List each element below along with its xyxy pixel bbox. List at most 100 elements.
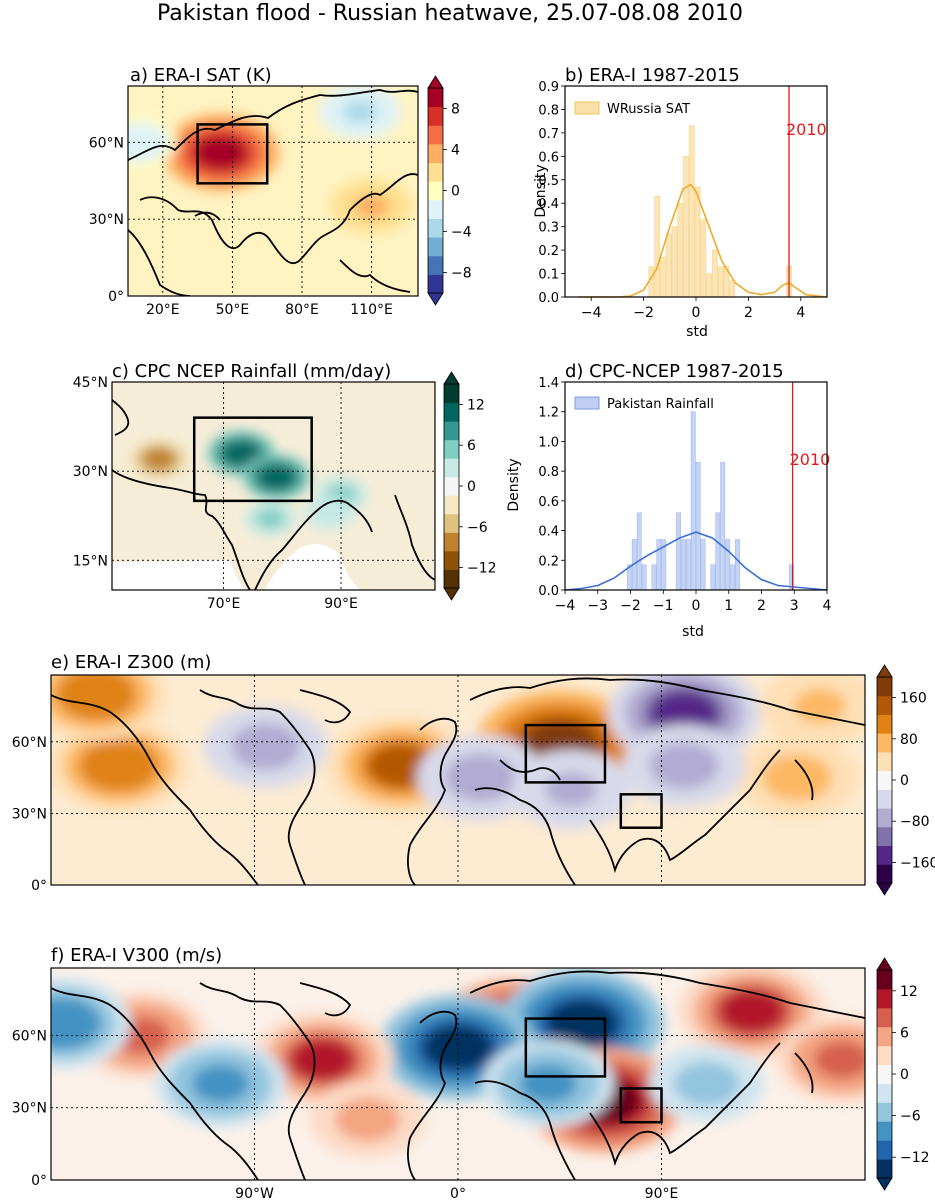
anomaly-f-5-level-3 bbox=[719, 989, 785, 1033]
coastline-e-west-america bbox=[51, 694, 259, 885]
panel-d-title: d) CPC-NCEP 1987-2015 bbox=[565, 361, 784, 382]
colorbar-e-tick-4: −160 bbox=[900, 855, 935, 871]
anomaly-e-9-level-3 bbox=[65, 675, 127, 715]
lon-tick-a-2: 80°E bbox=[285, 302, 319, 318]
anomaly-a-0-level-3 bbox=[195, 135, 247, 170]
hist-b-2010-label: 2010 bbox=[786, 120, 827, 139]
panel-c-rainfall-map: c) CPC NCEP Rainfall (mm/day) 45°N 30°N 15… bbox=[73, 361, 497, 612]
hist-d-ytick-7: 1.4 bbox=[538, 376, 559, 391]
colorbar-c-segment-1 bbox=[444, 550, 459, 570]
colorbar-a-segment-1 bbox=[428, 255, 443, 275]
anomaly-f-12-level-3 bbox=[342, 1102, 393, 1137]
hist-b-bar-1 bbox=[654, 195, 661, 298]
hist-b-bar-5 bbox=[677, 202, 684, 298]
anomaly-e-4-level-3 bbox=[650, 690, 718, 736]
anomaly-a-3-level-3 bbox=[128, 131, 157, 154]
hist-d-bar-8 bbox=[680, 539, 686, 591]
colorbar-a-tick-1: 4 bbox=[451, 143, 460, 159]
hist-d-xtick-2: −2 bbox=[620, 598, 641, 614]
coastline-f-greenland bbox=[299, 982, 352, 1017]
coastline-f-west-america bbox=[51, 987, 259, 1180]
colorbar-e-segment-1 bbox=[877, 845, 892, 865]
hist-d-xtick-3: −1 bbox=[653, 598, 674, 614]
colorbar-f-tick-3: −6 bbox=[900, 1109, 921, 1125]
hist-b-bar-8 bbox=[694, 186, 701, 298]
region-box-west-russia bbox=[196, 123, 269, 185]
region-box-pakistan bbox=[192, 416, 313, 503]
colorbar-f-tick-2: 0 bbox=[900, 1067, 909, 1083]
anomaly-c-4-level-3 bbox=[145, 450, 173, 469]
anomaly-c-1-level-3 bbox=[261, 467, 292, 487]
colorbar-e-tick-0: 160 bbox=[900, 691, 927, 707]
hist-d-bar-12 bbox=[700, 539, 706, 591]
hist-b-bar-14 bbox=[729, 280, 736, 298]
panel-b-ylabel: Density bbox=[533, 164, 549, 217]
hist-d-bar-18 bbox=[734, 539, 740, 591]
colorbar-e-arrow-top bbox=[876, 664, 893, 678]
panel-d-histogram: d) CPC-NCEP 1987-2015 2010 Pakistan Rainf… bbox=[506, 361, 832, 640]
colorbar-e-tick-1: 80 bbox=[900, 732, 918, 748]
map-c-ocean-arabian bbox=[112, 560, 246, 590]
colorbar-c-arrow-bottom bbox=[443, 587, 460, 601]
coastline-e-north-eurasia bbox=[469, 677, 865, 726]
hist-b-bar-9 bbox=[700, 219, 707, 298]
colorbar-a-segment-9 bbox=[428, 106, 443, 126]
colorbar-c-tick-4: −12 bbox=[467, 561, 497, 577]
lat-tick-e-0: 60°N bbox=[12, 735, 47, 751]
colorbar-c-tick-1: 6 bbox=[467, 438, 476, 454]
lat-tick-e-1: 30°N bbox=[12, 806, 47, 822]
anomaly-f-7-level-3 bbox=[51, 1003, 93, 1044]
coastline-e-east-america bbox=[199, 689, 316, 885]
colorbar-f-segment-0 bbox=[877, 1159, 892, 1179]
lat-tick-a-0: 60°N bbox=[89, 135, 124, 151]
hist-d-bar-3 bbox=[641, 564, 647, 591]
coastline-e-mediterranean bbox=[499, 759, 561, 781]
hist-d-xtick-6: 2 bbox=[757, 598, 766, 614]
panel-a-sat-map: a) ERA-I SAT (K) 60°N 30°N 0° 20°E 50°E 80°E… bbox=[89, 65, 472, 318]
hist-b-bar-10 bbox=[706, 273, 712, 298]
coastline-c-caspian bbox=[112, 399, 130, 436]
colorbar-f-tick-1: 6 bbox=[900, 1025, 909, 1041]
hist-b-ytick-2: 0.2 bbox=[538, 244, 559, 259]
coastline-a-south bbox=[139, 173, 418, 265]
colorbar-e-segment-4 bbox=[877, 789, 892, 809]
colorbar-e-segment-2 bbox=[877, 826, 892, 847]
colorbar-c-segment-3 bbox=[444, 513, 459, 533]
lat-tick-f-1: 30°N bbox=[12, 1101, 47, 1117]
anomaly-c-3-level-3 bbox=[259, 511, 282, 527]
anomaly-a-2-level-3 bbox=[342, 99, 378, 124]
hist-b-xtick-1: −2 bbox=[633, 305, 654, 321]
panel-d-ylabel: Density bbox=[506, 458, 522, 511]
coastline-a-islands bbox=[339, 259, 411, 293]
hist-b-ytick-1: 0.1 bbox=[538, 268, 559, 283]
colorbar-c-segment-8 bbox=[444, 421, 459, 441]
colorbar-f-arrow-top bbox=[876, 957, 893, 971]
coastline-f-west-africa-europe bbox=[407, 1010, 458, 1180]
coastline-a-caspian bbox=[194, 211, 221, 221]
anomaly-e-5-level-3 bbox=[657, 747, 712, 784]
colorbar-e-arrow-bottom bbox=[876, 882, 893, 896]
hist-b-ytick-9: 0.9 bbox=[538, 80, 559, 95]
hist-d-ytick-6: 1.2 bbox=[538, 406, 559, 421]
hist-d-xtick-1: −3 bbox=[587, 598, 608, 614]
hist-b-ytick-0: 0.0 bbox=[538, 291, 559, 306]
hist-d-bar-13 bbox=[710, 564, 716, 591]
colorbar-c-tick-2: 0 bbox=[467, 479, 476, 495]
coastline-a-arctic bbox=[128, 89, 418, 161]
map-c-ocean-bengal bbox=[265, 544, 360, 590]
anomaly-e-2-level-3 bbox=[88, 745, 150, 787]
hist-d-ytick-5: 1.0 bbox=[538, 435, 559, 450]
anomaly-e-7-level-3 bbox=[452, 759, 509, 797]
panel-f-v300-map: f) ERA-I V300 (m/s) 60°N 30°N 0° 90°W 0° 90°… bbox=[12, 945, 930, 1200]
colorbar-f-segment-5 bbox=[877, 1064, 892, 1084]
anomaly-f-8-level-3 bbox=[813, 1040, 865, 1079]
region-box-west-russia-f bbox=[524, 1017, 607, 1078]
colorbar-f-segment-10 bbox=[877, 970, 892, 990]
colorbar-e-segment-0 bbox=[877, 864, 892, 884]
lat-tick-a-1: 30°N bbox=[89, 212, 124, 228]
colorbar-e-segment-9 bbox=[877, 695, 892, 715]
hist-d-xtick-7: 3 bbox=[790, 598, 799, 614]
colorbar-f-segment-2 bbox=[877, 1121, 892, 1141]
colorbar-c-segment-7 bbox=[444, 439, 459, 459]
hist-d-bar-4 bbox=[651, 564, 657, 591]
